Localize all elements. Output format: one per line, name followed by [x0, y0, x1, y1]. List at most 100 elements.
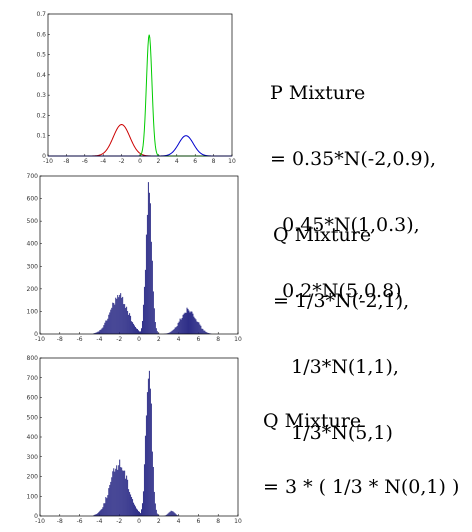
y-tick-label: 100 — [27, 493, 39, 500]
histogram-bar — [156, 513, 158, 516]
p-mixture-caption: P Mixture = 0.35*N(-2,0.9), 0.45*N(1,0.3… — [270, 38, 436, 324]
histogram-bar — [174, 327, 176, 334]
histogram-bar — [115, 297, 117, 334]
histogram-bar — [136, 328, 138, 334]
x-tick-label: -8 — [57, 336, 63, 343]
histogram-bar — [98, 511, 100, 516]
x-tick-label: 6 — [196, 518, 200, 525]
y-tick-label: 100 — [27, 308, 39, 315]
histogram-bar — [132, 322, 134, 334]
histogram-bar — [131, 496, 133, 516]
histogram-bar — [156, 331, 158, 334]
histogram-bar — [176, 515, 178, 516]
histogram-bar — [113, 468, 115, 516]
histogram-bar — [122, 296, 124, 334]
histogram-bar — [166, 514, 168, 516]
histogram-bar — [129, 313, 131, 334]
y-tick-label: 700 — [27, 173, 39, 180]
histogram-bar — [101, 508, 103, 516]
histogram-bar — [100, 509, 102, 516]
histogram-bar — [150, 403, 152, 516]
x-tick-label: -2 — [116, 336, 122, 343]
x-tick-label: -8 — [57, 518, 63, 525]
x-tick-label: 10 — [228, 158, 236, 164]
x-tick-label: 2 — [157, 518, 161, 525]
histogram-bar — [173, 329, 175, 334]
histogram-bar — [143, 286, 145, 334]
x-tick-label: -8 — [63, 158, 69, 164]
y-tick-label: 600 — [27, 395, 39, 402]
histogram-bar — [141, 320, 143, 334]
histogram-bar — [126, 306, 128, 334]
y-tick-label: 400 — [27, 241, 39, 248]
q-mixture-histogram-svg-2: -10 -8 -6 -4 -2 0 2 4 6 8 100100200300400500600700… — [27, 355, 242, 525]
plot-area — [40, 176, 238, 334]
x-tick-label: -4 — [96, 336, 102, 343]
histogram-bar — [144, 269, 146, 334]
histogram-bar — [134, 504, 136, 516]
histogram-bar — [95, 332, 97, 334]
histogram-bar — [101, 328, 103, 334]
x-tick-label: -10 — [43, 158, 53, 164]
histogram-bar — [152, 466, 154, 516]
histogram-bar — [174, 513, 176, 516]
x-tick-label: 0 — [137, 518, 141, 525]
histogram-bar — [111, 307, 113, 334]
histogram-bar — [99, 510, 101, 516]
histogram-bar — [128, 314, 130, 334]
histogram-bar — [111, 477, 113, 516]
histogram-bar — [140, 328, 142, 334]
y-tick-label: 0.6 — [36, 31, 46, 38]
histogram-bar — [108, 314, 110, 334]
y-tick-label: 0.2 — [36, 112, 46, 119]
histogram-bar — [179, 318, 181, 334]
histogram-bar — [117, 469, 119, 516]
histogram-bar — [114, 304, 116, 334]
histogram-bar — [125, 478, 127, 516]
histogram-bar — [139, 511, 140, 516]
histogram-bar — [145, 234, 147, 334]
histogram-bar — [170, 510, 172, 516]
x-tick-label: 6 — [196, 336, 200, 343]
caption-line: Q Mixture — [273, 224, 372, 246]
histogram-bar — [130, 315, 132, 334]
histogram-bar — [157, 515, 159, 516]
histogram-bar — [171, 511, 173, 516]
histogram-bar — [168, 512, 170, 516]
histogram-bar — [137, 509, 139, 516]
histogram-bar — [135, 506, 137, 516]
histogram-bar — [123, 304, 125, 334]
histogram-bar — [125, 307, 127, 334]
caption-line: 1/3*N(5,1) — [273, 422, 393, 444]
histogram-bar — [119, 459, 121, 516]
x-tick-label: -2 — [119, 158, 125, 164]
histogram-bar — [199, 324, 201, 334]
histogram-bar — [124, 470, 126, 516]
histogram-bar — [142, 491, 144, 516]
y-tick-label: 500 — [27, 414, 39, 421]
histogram-bar — [147, 378, 149, 516]
histogram-bar — [195, 319, 197, 334]
histogram-bar — [123, 470, 125, 516]
q-mixture-caption-1: Q Mixture = 1/3*N(-2,1), 1/3*N(1,1), 1/3… — [273, 180, 409, 466]
histogram-bar — [151, 260, 153, 334]
histogram-bar — [169, 332, 171, 334]
histogram-bar — [108, 488, 110, 516]
histogram-bar — [130, 494, 132, 516]
histogram-bar — [172, 329, 174, 334]
y-tick-label: 400 — [27, 434, 39, 441]
histogram-bar — [188, 310, 190, 334]
histogram-bar — [157, 333, 159, 334]
histogram-bar — [189, 312, 191, 334]
y-tick-label: 0.4 — [36, 72, 46, 79]
y-tick-label: 0 — [42, 153, 46, 160]
histogram-bar — [104, 322, 106, 334]
histogram-bar — [138, 330, 139, 334]
x-tick-label: -6 — [77, 336, 83, 343]
histogram-bar — [148, 370, 150, 516]
histogram-bar — [151, 451, 153, 516]
histogram-bar — [106, 320, 108, 334]
histogram-bar — [102, 507, 104, 516]
histogram-bar — [167, 333, 169, 334]
histogram-bar — [171, 330, 173, 334]
